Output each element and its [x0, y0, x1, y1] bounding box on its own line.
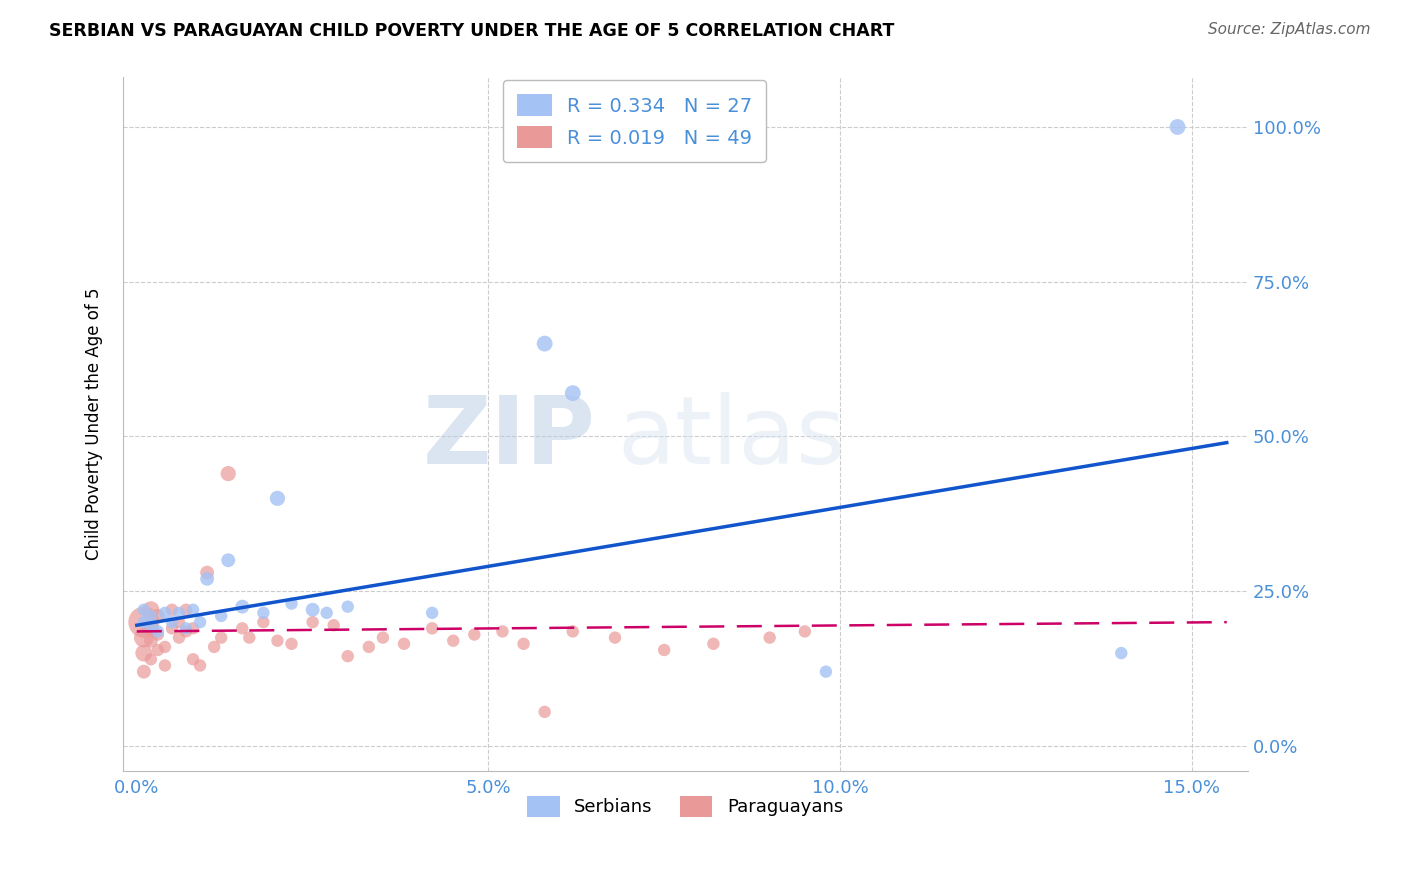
Point — [603, 631, 626, 645]
Text: Source: ZipAtlas.com: Source: ZipAtlas.com — [1208, 22, 1371, 37]
Point — [209, 609, 232, 624]
Point — [491, 624, 513, 639]
Point — [533, 705, 555, 719]
Point — [146, 624, 169, 639]
Point — [139, 609, 162, 624]
Text: SERBIAN VS PARAGUAYAN CHILD POVERTY UNDER THE AGE OF 5 CORRELATION CHART: SERBIAN VS PARAGUAYAN CHILD POVERTY UNDE… — [49, 22, 894, 40]
Point — [814, 665, 837, 679]
Point — [167, 606, 190, 620]
Point — [132, 665, 155, 679]
Point — [167, 631, 190, 645]
Point — [188, 658, 211, 673]
Point — [512, 637, 534, 651]
Point — [252, 606, 274, 620]
Point — [139, 652, 162, 666]
Point — [181, 621, 204, 635]
Point — [793, 624, 815, 639]
Point — [561, 624, 583, 639]
Point — [441, 633, 464, 648]
Point — [336, 599, 359, 614]
Point — [280, 597, 302, 611]
Point — [301, 603, 323, 617]
Point — [357, 640, 380, 654]
Point — [1166, 120, 1188, 134]
Point — [195, 572, 218, 586]
Point — [153, 640, 176, 654]
Point — [132, 615, 155, 629]
Point — [252, 615, 274, 629]
Point — [533, 336, 555, 351]
Point — [420, 606, 443, 620]
Point — [139, 633, 162, 648]
Point — [315, 606, 337, 620]
Point — [209, 631, 232, 645]
Text: atlas: atlas — [617, 392, 846, 484]
Point — [132, 615, 155, 629]
Point — [146, 643, 169, 657]
Point — [266, 491, 288, 506]
Point — [174, 621, 197, 635]
Point — [202, 640, 225, 654]
Point — [758, 631, 780, 645]
Point — [371, 631, 394, 645]
Point — [139, 603, 162, 617]
Point — [1109, 646, 1132, 660]
Y-axis label: Child Poverty Under the Age of 5: Child Poverty Under the Age of 5 — [86, 288, 103, 560]
Point — [139, 618, 162, 632]
Point — [181, 603, 204, 617]
Point — [280, 637, 302, 651]
Point — [392, 637, 415, 651]
Point — [217, 467, 239, 481]
Point — [146, 627, 169, 641]
Point — [181, 652, 204, 666]
Point — [322, 618, 344, 632]
Point — [702, 637, 724, 651]
Point — [139, 621, 162, 635]
Point — [195, 566, 218, 580]
Point — [160, 621, 183, 635]
Point — [174, 624, 197, 639]
Point — [153, 658, 176, 673]
Point — [146, 609, 169, 624]
Point — [266, 633, 288, 648]
Point — [301, 615, 323, 629]
Point — [132, 646, 155, 660]
Point — [463, 627, 485, 641]
Point — [132, 631, 155, 645]
Point — [160, 603, 183, 617]
Point — [217, 553, 239, 567]
Point — [167, 615, 190, 629]
Point — [188, 615, 211, 629]
Point — [652, 643, 675, 657]
Legend: Serbians, Paraguayans: Serbians, Paraguayans — [520, 789, 851, 824]
Point — [132, 603, 155, 617]
Text: ZIP: ZIP — [422, 392, 595, 484]
Point — [231, 599, 253, 614]
Point — [153, 606, 176, 620]
Point — [238, 631, 260, 645]
Point — [420, 621, 443, 635]
Point — [336, 649, 359, 664]
Point — [160, 615, 183, 629]
Point — [231, 621, 253, 635]
Point — [174, 603, 197, 617]
Point — [561, 386, 583, 401]
